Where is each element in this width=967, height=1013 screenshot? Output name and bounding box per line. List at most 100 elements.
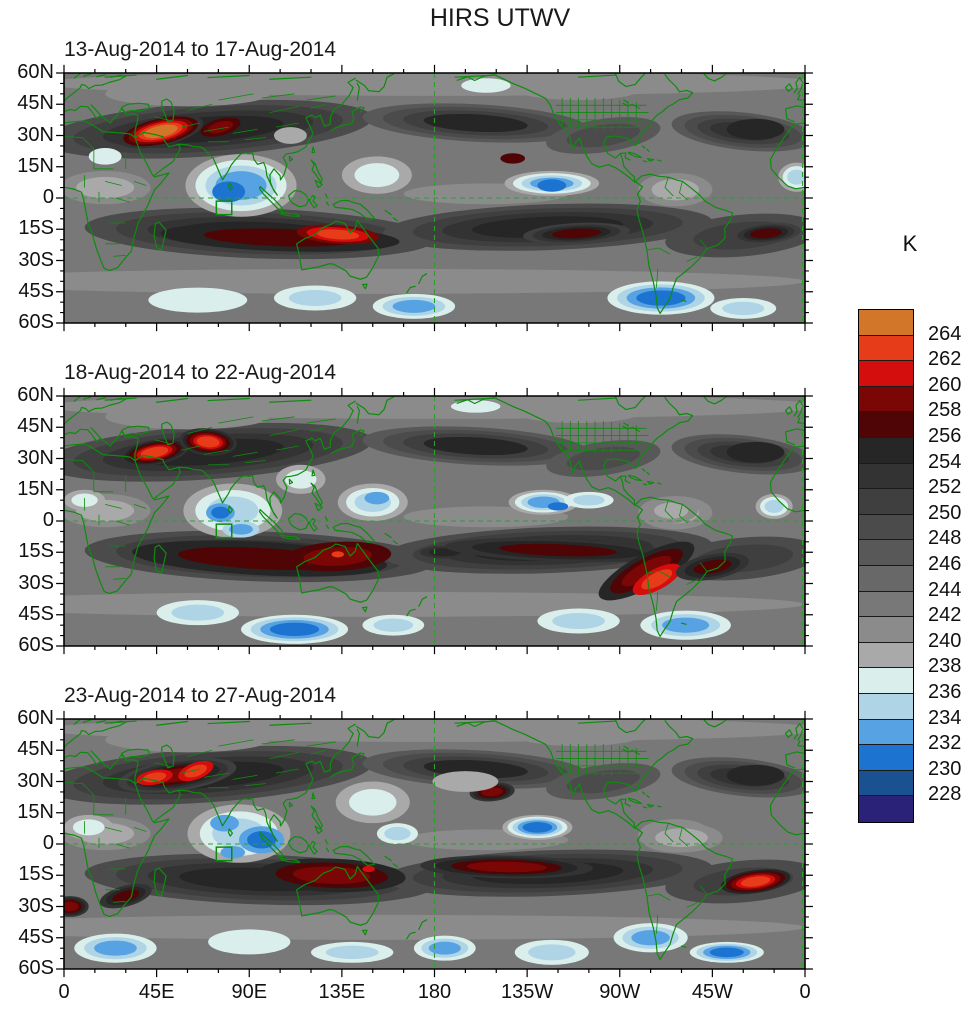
- country-borders: [64, 417, 707, 611]
- colorbar-swatch: [859, 591, 913, 618]
- lon-tick-label: 0: [799, 981, 811, 1003]
- lat-tick-label: 15N: [17, 477, 54, 500]
- contour-blob: [461, 78, 511, 93]
- contour-blob: [466, 861, 547, 873]
- us-state-borders: [556, 421, 649, 453]
- lon-tick-label: 135W: [501, 981, 554, 1003]
- panel-title-1: 13-Aug-2014 to 17-Aug-2014: [64, 38, 337, 61]
- contour-blob: [787, 169, 805, 185]
- coastlines: [64, 74, 805, 313]
- axis-ticks: [56, 388, 813, 654]
- colorbar-tick-label: 256: [928, 425, 962, 447]
- contour-blob: [94, 940, 137, 956]
- lat-tick-label: 30N: [17, 123, 54, 146]
- lat-tick-label: 45S: [18, 925, 54, 948]
- lat-tick-label: 30S: [18, 248, 54, 271]
- colorbar-unit-label: K: [902, 231, 918, 256]
- contour-blob: [655, 828, 708, 848]
- coastlines: [64, 397, 805, 636]
- colorbar-tick-label: 264: [928, 322, 962, 345]
- region-highlight-box: [216, 201, 231, 215]
- equator-and-dateline-dashed: [64, 719, 805, 969]
- colorbar-swatch: [859, 514, 913, 541]
- panel-title-2: 18-Aug-2014 to 22-Aug-2014: [64, 361, 337, 384]
- lat-tick-label: 45N: [17, 92, 54, 115]
- map-content: [64, 73, 805, 323]
- lat-tick-label: 30N: [17, 769, 54, 792]
- region-highlight-box: [216, 524, 231, 538]
- colorbar-tick-label: 250: [928, 501, 962, 524]
- contour-blob: [325, 945, 379, 959]
- contour-blob: [726, 441, 785, 463]
- contour-blob: [76, 176, 135, 199]
- contour-blob: [362, 865, 375, 873]
- lat-tick-label: 60S: [18, 634, 54, 656]
- contour-blob: [273, 127, 307, 144]
- lat-tick-label: 15N: [17, 154, 54, 177]
- contour-blob: [428, 941, 461, 955]
- lat-tick-label: 30N: [17, 446, 54, 469]
- colorbar-tick-label: 260: [928, 373, 962, 396]
- contour-blob: [384, 826, 411, 841]
- colorbar-tick-label: 240: [928, 629, 962, 652]
- contour-blob: [269, 622, 320, 637]
- colorbar-tick-label: 254: [928, 450, 962, 473]
- colorbar-tick-label: 232: [928, 732, 962, 755]
- contour-blob: [105, 727, 270, 753]
- colorbar-tick-label: 262: [928, 348, 962, 371]
- contour-blob: [364, 491, 390, 505]
- lat-tick-label: 45N: [17, 415, 54, 438]
- contour-blob: [288, 290, 342, 306]
- figure-title: HIRS UTWV: [429, 4, 571, 32]
- contour-blob: [551, 228, 602, 239]
- contour-blob: [516, 402, 641, 424]
- contour-blob: [662, 617, 710, 633]
- colorbar-swatch: [859, 335, 913, 362]
- contour-blob: [220, 846, 246, 859]
- colorbar-swatch: [859, 361, 913, 387]
- contour-blob: [722, 301, 765, 316]
- lat-tick-label: 60N: [17, 384, 54, 406]
- colorbar-swatch: [859, 310, 913, 336]
- axis-ticks: [56, 65, 813, 331]
- lon-tick-label: 90W: [599, 981, 641, 1003]
- contour-blob: [148, 287, 248, 313]
- contour-blob: [184, 764, 208, 778]
- lon-tick-label: 180: [417, 981, 452, 1003]
- contour-blob: [636, 290, 686, 306]
- contour-blob: [293, 866, 371, 885]
- colorbar-swatch: [859, 437, 913, 464]
- lat-tick-label: 45N: [17, 738, 54, 761]
- contour-blob: [709, 947, 744, 958]
- contour-blob: [105, 404, 270, 430]
- colorbar-tick-label: 238: [928, 655, 962, 678]
- contour-blob: [573, 494, 605, 506]
- contour-blob: [516, 79, 641, 101]
- contour-blob: [196, 436, 220, 448]
- coastlines: [64, 720, 805, 959]
- colorbar-tick-label: 252: [928, 476, 962, 499]
- lat-tick-label: 15S: [18, 540, 54, 563]
- axis-ticks: [56, 711, 813, 977]
- contour-blob: [349, 789, 397, 816]
- equator-and-dateline-dashed: [64, 73, 805, 323]
- colorbar: [858, 309, 914, 823]
- colorbar-swatch: [859, 617, 913, 643]
- lat-tick-label: 0: [42, 832, 54, 854]
- contour-blob: [547, 502, 569, 511]
- map-panel-1: [64, 73, 805, 323]
- colorbar-tick-label: 234: [928, 706, 962, 729]
- contour-blob: [432, 771, 499, 792]
- colorbar-swatch: [859, 386, 913, 413]
- lat-tick-label: 45S: [18, 602, 54, 625]
- contour-blob: [354, 163, 400, 188]
- contour-blob: [450, 400, 501, 413]
- contour-blob: [566, 446, 640, 471]
- region-highlight-box: [216, 847, 231, 861]
- contour-blob: [566, 769, 640, 794]
- lon-tick-label: 135E: [318, 981, 366, 1003]
- us-state-borders: [556, 98, 649, 130]
- map-content: [64, 396, 805, 646]
- lat-tick-label: 15S: [18, 863, 54, 886]
